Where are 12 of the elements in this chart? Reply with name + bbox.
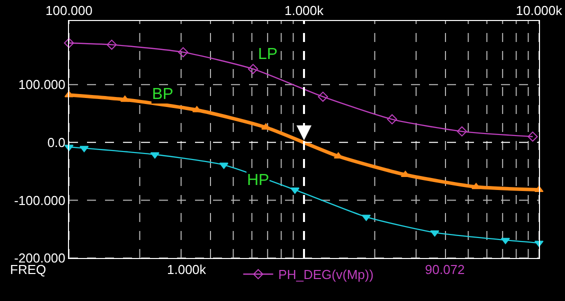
y-tick-label: 0.0 <box>47 134 66 150</box>
legend-label: PH_DEG(v(Mp)) <box>278 267 374 282</box>
text: 90.072 <box>425 262 465 277</box>
text: 1.000k <box>167 262 207 277</box>
annotation: HP <box>247 172 270 189</box>
x-tick-label: 10.000k <box>516 2 563 18</box>
y-tick-label: 100.000 <box>18 77 66 92</box>
x-tick-label: 1.000k <box>284 2 324 18</box>
y-tick-label: -100.000 <box>14 192 66 208</box>
annotation: BP <box>152 86 174 103</box>
annotation: LP <box>258 46 278 63</box>
x-tick-label: 100.000 <box>46 2 92 18</box>
